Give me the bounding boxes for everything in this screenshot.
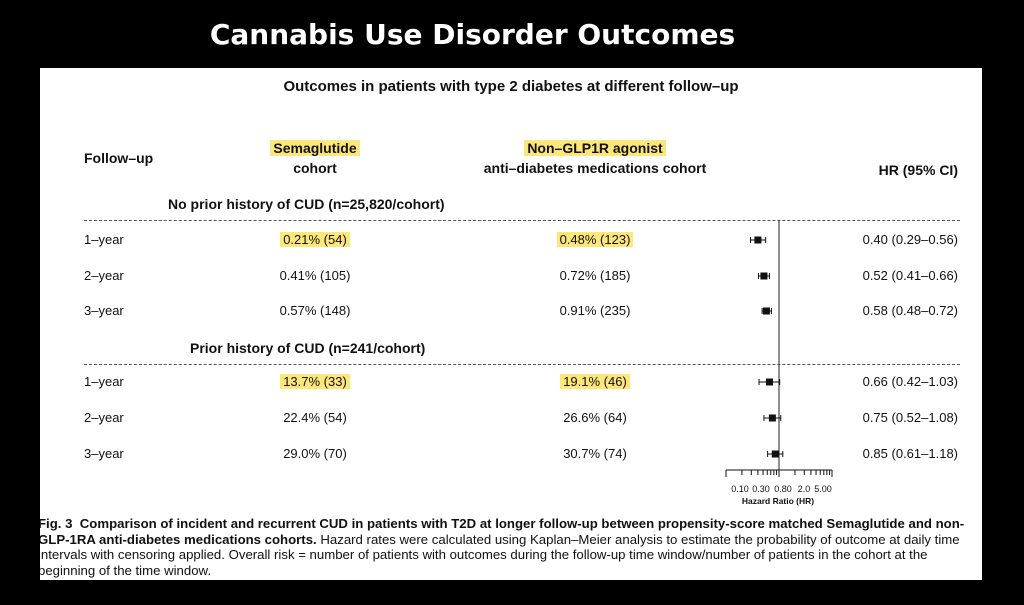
- x-axis-label: Hazard Ratio (HR): [742, 496, 814, 506]
- row-followup: 1–year: [84, 232, 124, 247]
- row-non-glp1r: 0.91% (235): [559, 303, 631, 318]
- header-non-glp1r-line2: anti–diabetes medications cohort: [483, 160, 707, 176]
- hr-point: [771, 450, 779, 458]
- row-hr: 0.52 (0.41–0.66): [862, 268, 958, 283]
- group-divider: [84, 364, 960, 365]
- header-non-glp1r-line1: Non–GLP1R agonist: [524, 140, 666, 156]
- row-hr: 0.85 (0.61–1.18): [862, 446, 958, 461]
- row-semaglutide: 0.21% (54): [230, 232, 400, 247]
- row-non-glp1r: 0.48% (123): [510, 232, 680, 247]
- header-semaglutide: Semaglutide cohort: [215, 138, 415, 178]
- row-semaglutide: 0.41% (105): [279, 268, 351, 283]
- figure-caption: Fig. 3 Comparison of incident and recurr…: [40, 516, 974, 578]
- hr-point: [754, 236, 762, 244]
- row-hr: 0.75 (0.52–1.08): [862, 410, 958, 425]
- tick-label: 0.30: [752, 484, 770, 494]
- row-semaglutide: 0.57% (148): [279, 303, 351, 318]
- tick-label: 0.80: [774, 484, 792, 494]
- row-non-glp1r: 19.1% (46): [510, 374, 680, 389]
- row-semaglutide: 13.7% (33): [230, 374, 400, 389]
- caption-fig-number: Fig. 3: [40, 516, 73, 531]
- group-divider: [84, 220, 960, 221]
- caption-body-text: Hazard rates were calculated using Kapla…: [40, 531, 960, 578]
- banner-title: Cannabis Use Disorder Outcomes: [209, 18, 736, 51]
- header-semaglutide-line1: Semaglutide: [270, 140, 360, 156]
- row-hr: 0.66 (0.42–1.03): [862, 374, 958, 389]
- row-semaglutide: 29.0% (70): [283, 446, 347, 461]
- tick-label: 5.00: [814, 484, 832, 494]
- row-followup: 3–year: [84, 303, 124, 318]
- row-hr: 0.58 (0.48–0.72): [862, 303, 958, 318]
- hr-point: [768, 414, 776, 422]
- row-hr: 0.40 (0.29–0.56): [862, 232, 958, 247]
- row-semaglutide: 22.4% (54): [283, 410, 347, 425]
- caption-bold-text: Comparison of incident and recurrent CUD…: [40, 516, 965, 547]
- row-non-glp1r: 30.7% (74): [563, 446, 627, 461]
- group-label-no-prior: No prior history of CUD (n=25,820/cohort…: [168, 196, 445, 212]
- row-semaglutide-value: 13.7% (33): [280, 374, 350, 389]
- header-followup: Follow–up: [84, 150, 154, 166]
- row-non-glp1r-value: 0.48% (123): [556, 232, 634, 247]
- chart-title: Outcomes in patients with type 2 diabete…: [283, 78, 739, 95]
- row-followup: 2–year: [84, 268, 124, 283]
- tick-label: 0.10: [731, 484, 749, 494]
- row-non-glp1r: 0.72% (185): [559, 268, 631, 283]
- group-label-prior: Prior history of CUD (n=241/cohort): [190, 340, 426, 356]
- row-non-glp1r: 26.6% (64): [563, 410, 627, 425]
- row-followup: 1–year: [84, 374, 124, 389]
- header-hr: HR (95% CI): [878, 162, 958, 178]
- hr-point: [765, 378, 773, 386]
- row-followup: 2–year: [84, 410, 124, 425]
- hr-point: [762, 307, 770, 315]
- row-non-glp1r-value: 19.1% (46): [560, 374, 630, 389]
- figure-panel: Outcomes in patients with type 2 diabete…: [40, 68, 982, 580]
- row-followup: 3–year: [84, 446, 124, 461]
- header-non-glp1r: Non–GLP1R agonist anti–diabetes medicati…: [455, 138, 735, 178]
- row-semaglutide-value: 0.21% (54): [280, 232, 350, 247]
- tick-label: 2.0: [798, 484, 811, 494]
- hr-point: [760, 272, 768, 280]
- header-semaglutide-line2: cohort: [293, 160, 337, 176]
